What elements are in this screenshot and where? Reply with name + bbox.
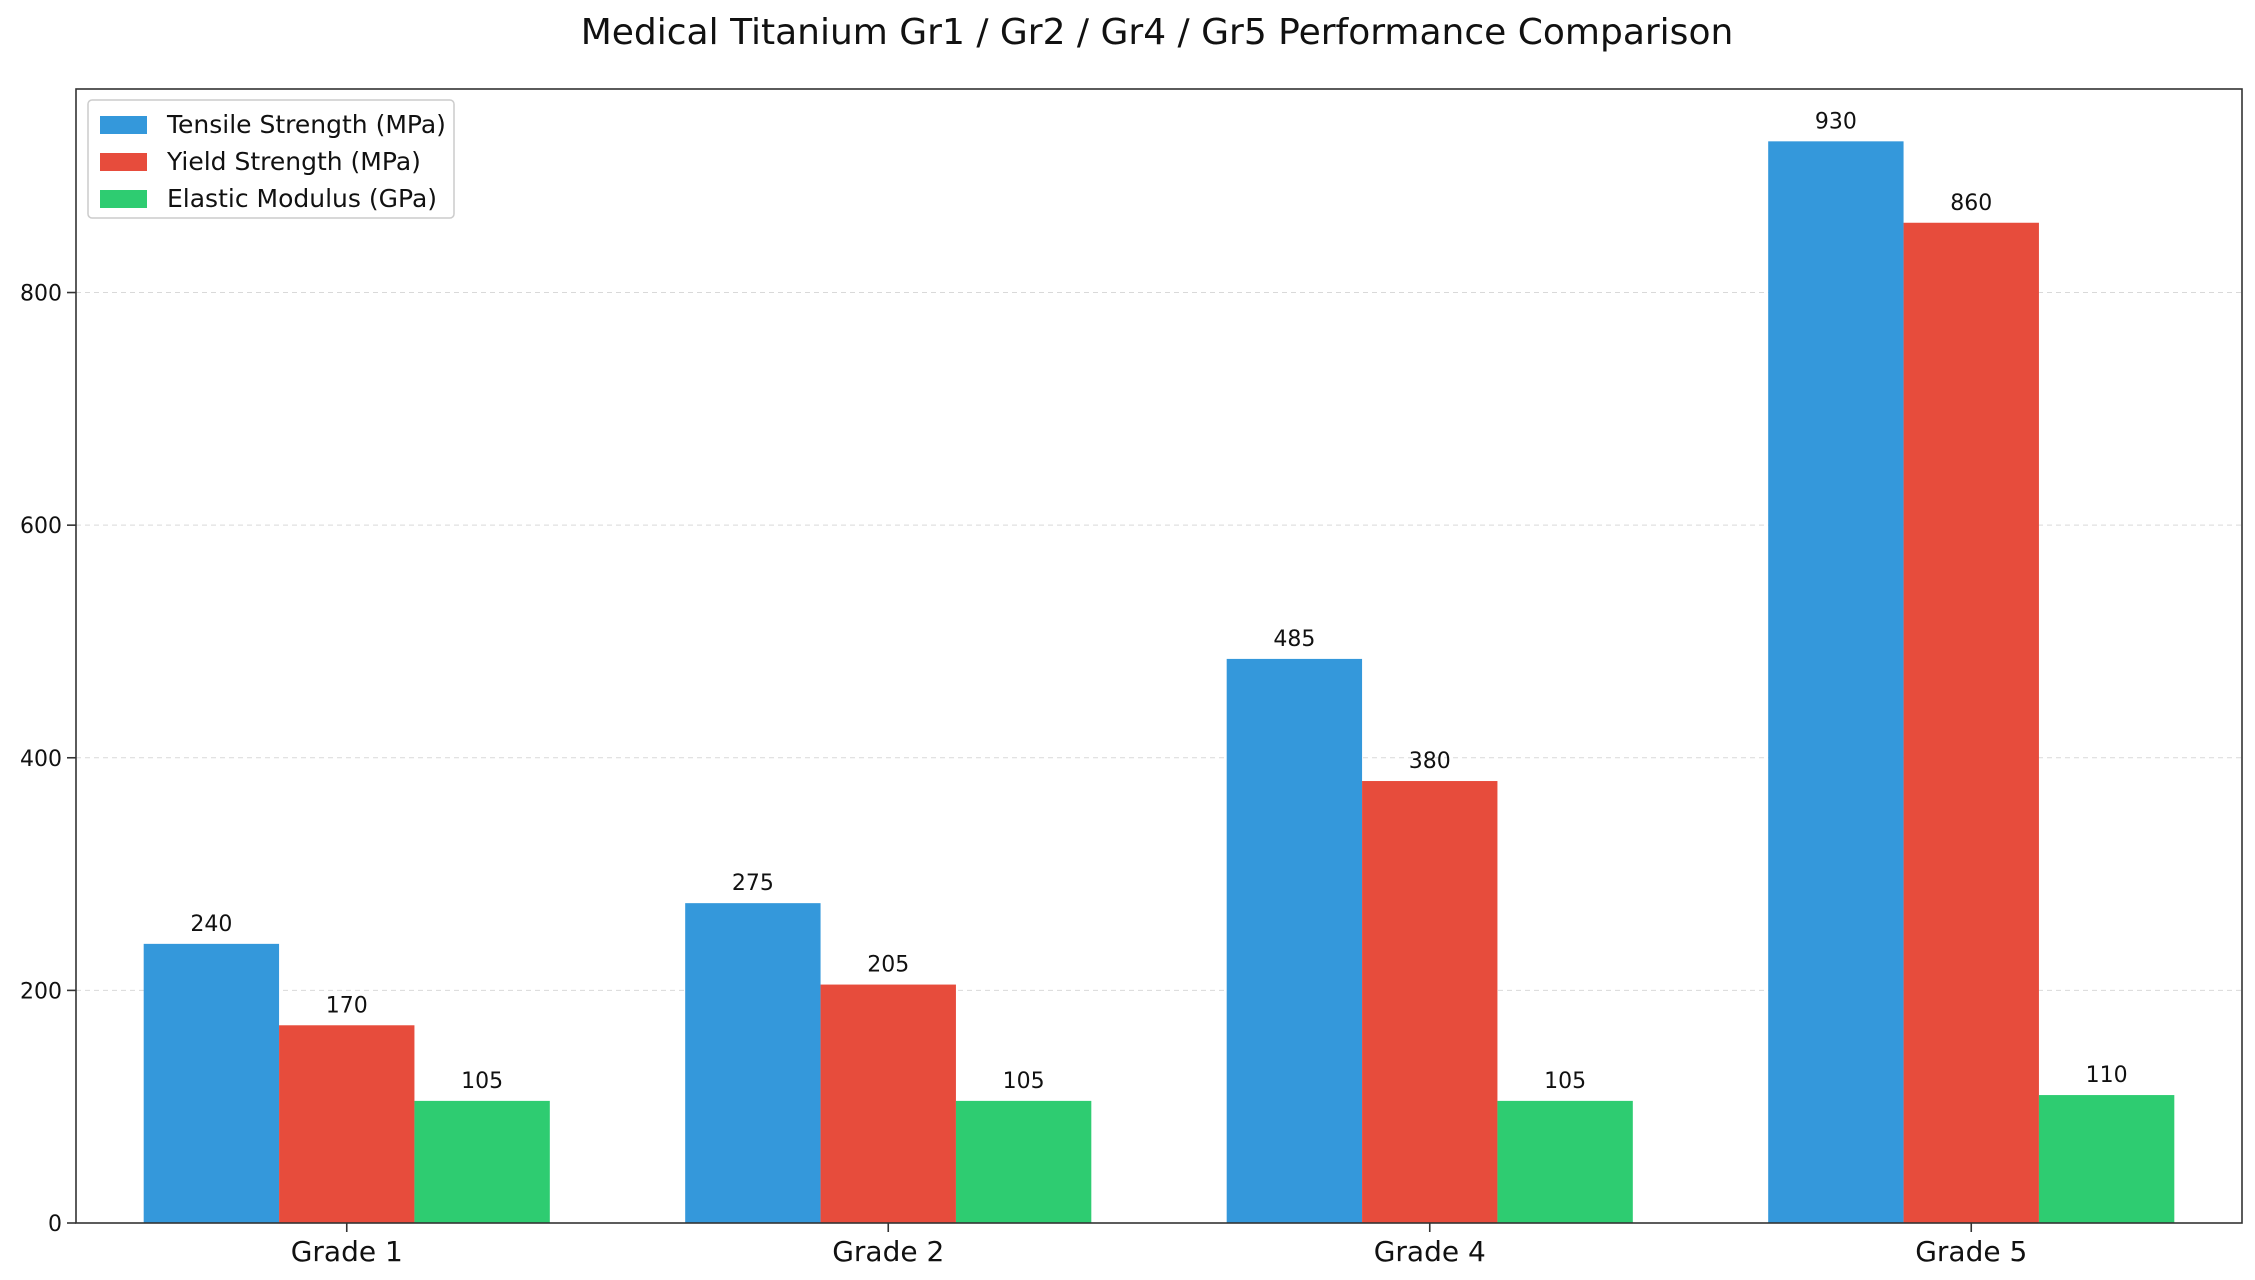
- legend: Tensile Strength (MPa) Yield Strength (MP…: [87, 99, 455, 219]
- data-label: 240: [190, 912, 232, 937]
- data-label: 205: [867, 953, 909, 978]
- bar-2: [820, 984, 956, 1223]
- legend-label: Tensile Strength (MPa): [166, 110, 446, 139]
- data-labels: 240 170 105 275 205 105 485 380 105 930 860 110: [190, 109, 2127, 1094]
- x-tick-label: Grade 4: [1374, 1235, 1486, 1268]
- legend-label: Elastic Modulus (GPa): [167, 184, 437, 213]
- bar-2: [1362, 781, 1498, 1223]
- chart-title: Medical Titanium Gr1 / Gr2 / Gr4 / Gr5 P…: [581, 12, 1734, 53]
- legend-label: Yield Strength (MPa): [166, 147, 421, 176]
- axes: 0 200 400 600 800 Grade 1 Grade 2 Grade 4 Grade …: [20, 282, 2027, 1268]
- bar-3: [414, 1100, 550, 1223]
- data-label: 105: [461, 1069, 503, 1094]
- data-label: 105: [1003, 1069, 1045, 1094]
- y-tick-label: 200: [20, 979, 62, 1004]
- x-tick-label: Grade 5: [1915, 1235, 2027, 1268]
- y-tick-label: 0: [48, 1212, 62, 1237]
- legend-swatch: [100, 153, 147, 171]
- data-label: 275: [732, 871, 774, 896]
- bar-3: [1497, 1100, 1633, 1223]
- bar-1: [1226, 658, 1363, 1223]
- bar-3: [955, 1100, 1092, 1223]
- y-tick-label: 600: [20, 514, 62, 539]
- data-label: 170: [326, 993, 368, 1018]
- data-label: 105: [1544, 1069, 1586, 1094]
- x-tick-label: Grade 2: [832, 1235, 944, 1268]
- bars: [143, 141, 2175, 1223]
- y-tick-label: 400: [20, 747, 62, 772]
- bar-1: [1768, 141, 1904, 1223]
- bar-2: [1903, 222, 2039, 1223]
- legend-box: [87, 99, 455, 219]
- data-label: 380: [1409, 749, 1451, 774]
- plot-frame: [75, 88, 2243, 1224]
- bar-1: [143, 943, 280, 1223]
- bar-2: [279, 1025, 415, 1223]
- legend-swatch: [100, 190, 147, 208]
- bar-3: [2038, 1095, 2175, 1223]
- y-tick-label: 800: [20, 282, 62, 307]
- data-label: 110: [2086, 1063, 2128, 1088]
- data-label: 860: [1950, 191, 1992, 216]
- x-tick-label: Grade 1: [291, 1235, 403, 1268]
- bar-1: [685, 903, 821, 1223]
- legend-swatch: [100, 116, 147, 134]
- data-label: 930: [1815, 109, 1857, 134]
- data-label: 485: [1273, 627, 1315, 652]
